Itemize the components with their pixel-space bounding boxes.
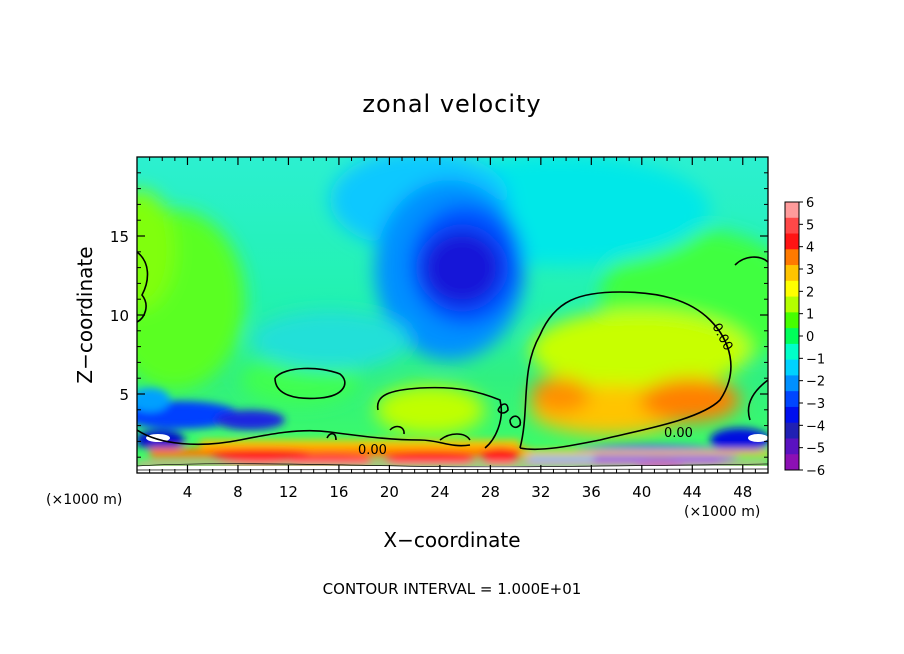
colorbar-swatch <box>785 422 799 439</box>
colorbar-label: −5 <box>806 442 825 457</box>
y-tick-label: 10 <box>110 307 129 325</box>
x-tick-label: 24 <box>430 483 449 501</box>
x-tick-label: 44 <box>683 483 702 501</box>
colorbar-swatch <box>785 359 799 376</box>
colorbar-swatch <box>785 375 799 392</box>
contour-label: 0.00 <box>664 426 693 441</box>
colorbar-label: −4 <box>806 419 825 434</box>
colorbar-label: 2 <box>806 285 814 300</box>
colorbar-swatch <box>785 202 799 219</box>
y-axis-label: Z−coordinate <box>73 246 97 383</box>
y-tick-label: 15 <box>110 228 129 246</box>
x-tick-label: 16 <box>329 483 348 501</box>
colorbar-label: 6 <box>806 196 814 211</box>
colorbar: 6 5 4 3 2 1 0 −1 −2 −3 −4 −5 −6 <box>784 196 825 479</box>
contour-label: 0.00 <box>358 443 387 458</box>
x-axis-label: X−coordinate <box>383 528 520 552</box>
colorbar-swatch <box>785 312 799 329</box>
colorbar-swatch <box>785 454 799 471</box>
colorbar-swatch <box>785 249 799 266</box>
x-tick-label: 36 <box>582 483 601 501</box>
colorbar-swatch <box>785 233 799 250</box>
colorbar-label: 5 <box>806 218 814 233</box>
x-tick-label: 28 <box>481 483 500 501</box>
colorbar-label: −2 <box>806 375 825 390</box>
colorbar-swatch <box>785 406 799 424</box>
colorbar-label: −1 <box>806 352 825 367</box>
x-unit-left: (×1000 m) <box>46 492 122 508</box>
colorbar-swatch <box>785 280 799 298</box>
colorbar-swatch <box>785 438 799 455</box>
y-tick-label: 5 <box>119 386 129 404</box>
colorbar-label: 1 <box>806 308 814 323</box>
colorbar-swatch <box>785 265 799 282</box>
x-tick-label: 12 <box>279 483 298 501</box>
colorbar-label: 3 <box>806 263 814 278</box>
colorbar-label: 0 <box>806 330 814 345</box>
colorbar-swatch <box>785 328 799 345</box>
x-tick-label: 48 <box>733 483 752 501</box>
x-tick-label: 20 <box>380 483 399 501</box>
x-tick-label: 8 <box>233 483 243 501</box>
colorbar-swatch <box>785 343 799 361</box>
colorbar-swatch <box>785 217 799 235</box>
colorbar-label: −6 <box>806 464 825 479</box>
x-tick-label: 4 <box>183 483 193 501</box>
colorbar-label: 4 <box>806 241 814 256</box>
x-unit-right: (×1000 m) <box>684 504 760 520</box>
x-tick-label: 32 <box>531 483 550 501</box>
contour-interval-note: CONTOUR INTERVAL = 1.000E+01 <box>323 580 582 598</box>
x-tick-label: 40 <box>632 483 651 501</box>
colorbar-swatch <box>785 296 799 313</box>
chart-title: zonal velocity <box>362 90 541 118</box>
colorbar-label: −3 <box>806 397 825 412</box>
velocity-field <box>137 157 768 473</box>
colorbar-swatch <box>785 391 799 408</box>
